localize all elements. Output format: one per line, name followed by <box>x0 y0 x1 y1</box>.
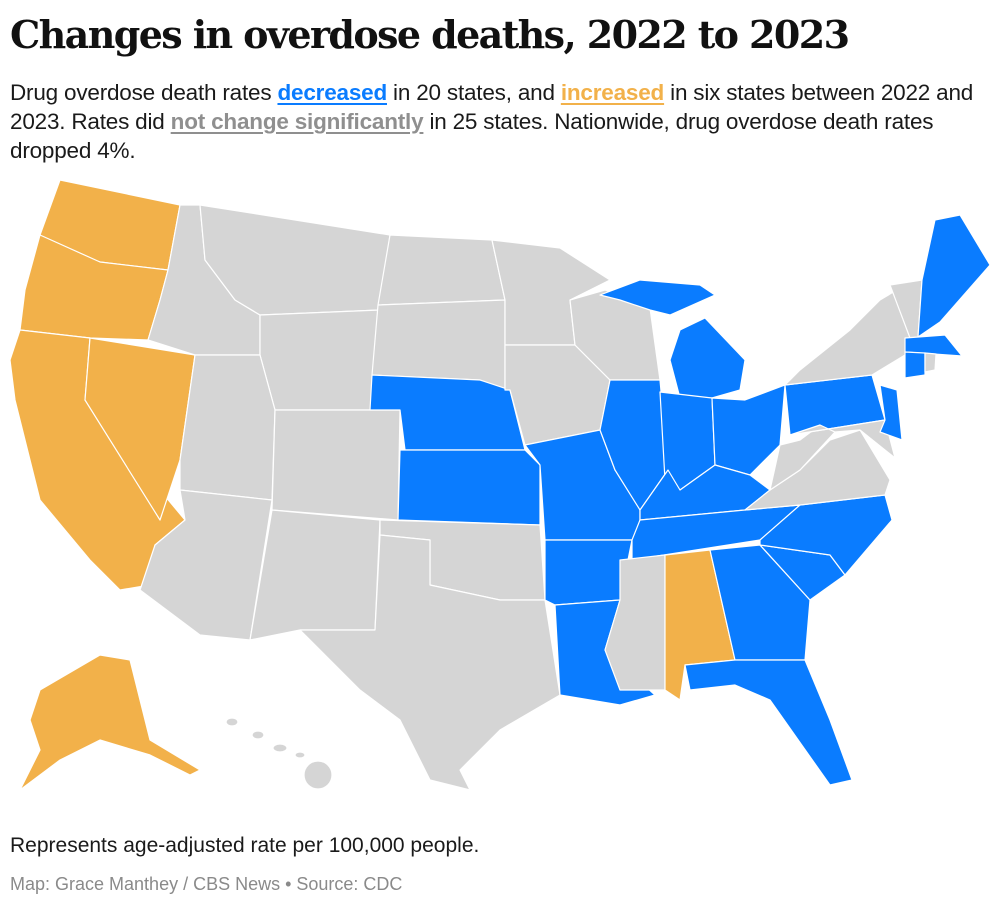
footnote: Represents age-adjusted rate per 100,000… <box>10 834 480 857</box>
desc-text: in six states between 2022 and 2023. Rat… <box>10 80 974 134</box>
state-tx[interactable] <box>299 534 561 791</box>
state-ma[interactable] <box>904 334 963 357</box>
state-nj[interactable] <box>879 384 903 441</box>
state-ak[interactable] <box>19 654 201 791</box>
state-wy[interactable] <box>259 309 381 411</box>
state-me[interactable] <box>917 214 991 338</box>
state-nm[interactable] <box>249 509 381 641</box>
no-change-label: not change significantly <box>170 109 424 134</box>
desc-text: in 25 states. Nationwide, drug overdose … <box>10 109 934 163</box>
state-oh[interactable] <box>711 384 786 476</box>
state-mi-lower[interactable] <box>669 317 746 399</box>
state-hi[interactable] <box>225 717 333 790</box>
state-co[interactable] <box>271 409 401 521</box>
page-title: Changes in overdose deaths, 2022 to 2023 <box>10 12 850 57</box>
state-ct[interactable] <box>904 351 926 379</box>
credit-line: Map: Grace Manthey / CBS News • Source: … <box>10 874 403 894</box>
state-mi-upper[interactable] <box>599 279 716 316</box>
desc-text: in 20 states, and <box>387 80 561 105</box>
state-ga[interactable] <box>709 544 811 661</box>
decreased-label: decreased <box>277 80 387 105</box>
state-fl[interactable] <box>684 659 853 786</box>
increased-label: increased <box>560 80 665 105</box>
state-ut[interactable] <box>179 354 276 501</box>
state-nv[interactable] <box>84 337 196 521</box>
desc-text: Drug overdose death rates <box>10 80 278 105</box>
description: Drug overdose death rates decreased in 2… <box>10 78 990 165</box>
state-nd[interactable] <box>377 234 506 306</box>
state-ri[interactable] <box>924 352 937 373</box>
state-az[interactable] <box>139 489 273 641</box>
state-ar[interactable] <box>544 539 633 606</box>
state-ks[interactable] <box>397 449 541 526</box>
